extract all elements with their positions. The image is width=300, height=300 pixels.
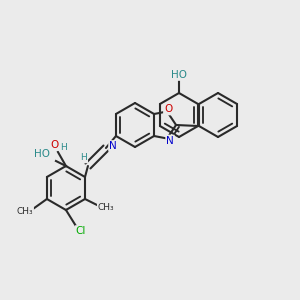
Text: H: H (61, 142, 67, 152)
Text: O: O (51, 140, 59, 150)
Text: O: O (164, 104, 172, 115)
Text: CH₃: CH₃ (98, 202, 114, 211)
Text: Cl: Cl (76, 226, 86, 236)
Text: HO: HO (34, 149, 50, 159)
Text: HO: HO (171, 70, 187, 80)
Text: N: N (166, 136, 174, 146)
Text: CH₃: CH₃ (16, 206, 33, 215)
Text: N: N (109, 141, 117, 151)
Text: H: H (81, 154, 87, 163)
